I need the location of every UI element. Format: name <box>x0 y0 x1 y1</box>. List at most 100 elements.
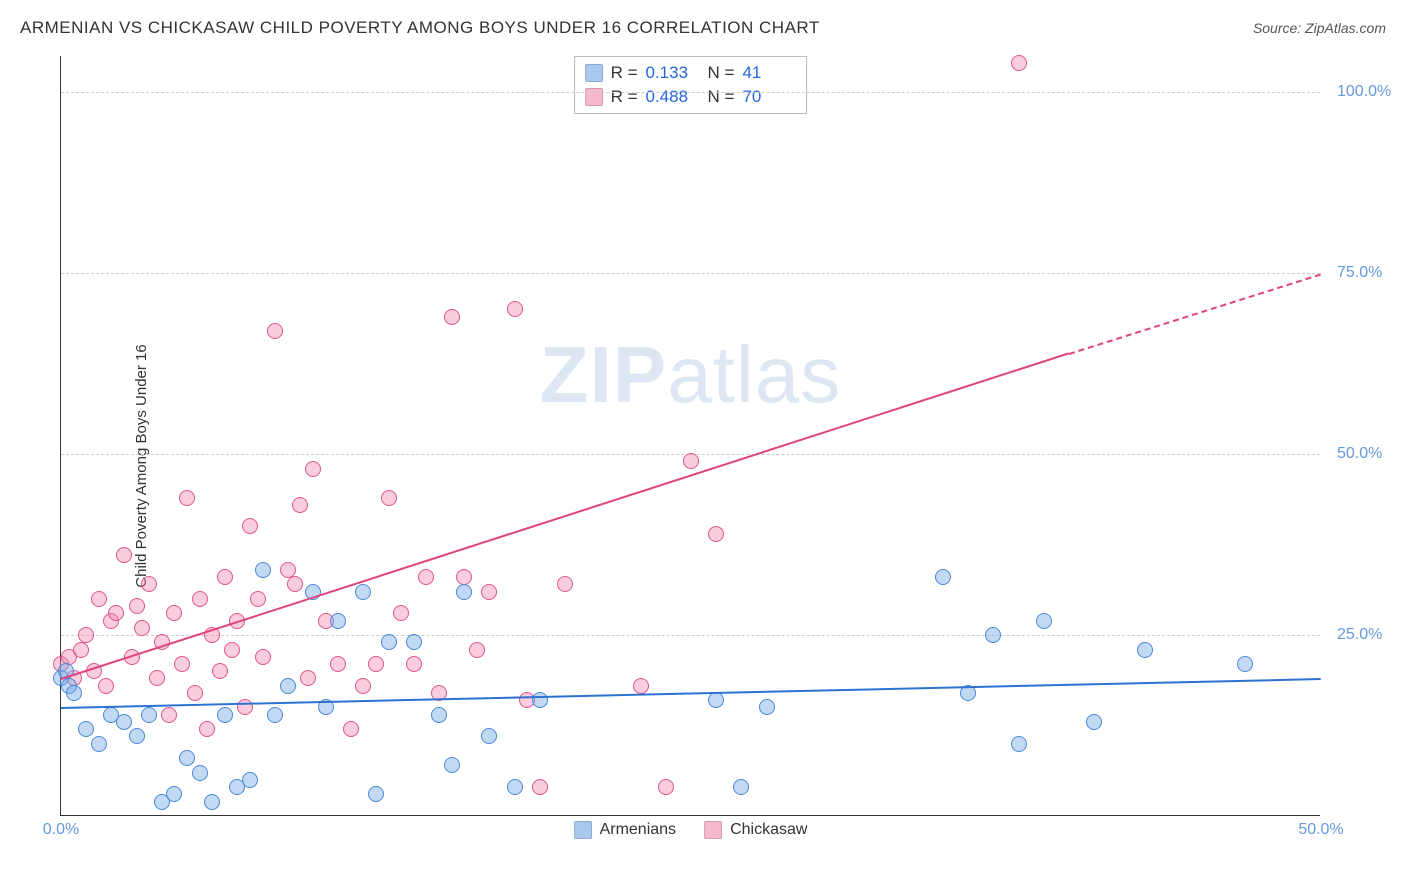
scatter-point-chickasaw <box>393 605 409 621</box>
scatter-point-armenians <box>255 562 271 578</box>
scatter-point-chickasaw <box>305 461 321 477</box>
bottom-legend: Armenians Chickasaw <box>574 821 808 839</box>
scatter-point-armenians <box>166 786 182 802</box>
watermark-rest: atlas <box>667 330 841 419</box>
chart-container: Child Poverty Among Boys Under 16 ZIPatl… <box>20 56 1390 876</box>
scatter-point-chickasaw <box>267 323 283 339</box>
scatter-point-chickasaw <box>73 642 89 658</box>
gridline <box>61 273 1320 274</box>
scatter-point-armenians <box>116 714 132 730</box>
swatch-blue <box>574 821 592 839</box>
y-tick-label: 100.0% <box>1337 83 1391 101</box>
stat-n-label: N = <box>708 85 735 109</box>
scatter-point-chickasaw <box>532 779 548 795</box>
scatter-point-chickasaw <box>368 656 384 672</box>
chart-header: ARMENIAN VS CHICKASAW CHILD POVERTY AMON… <box>0 0 1406 48</box>
scatter-point-chickasaw <box>217 569 233 585</box>
scatter-point-chickasaw <box>469 642 485 658</box>
scatter-point-chickasaw <box>78 627 94 643</box>
legend-item-chickasaw: Chickasaw <box>704 821 807 839</box>
scatter-point-armenians <box>355 584 371 600</box>
trendline-chickasaw-extrapolated <box>1069 273 1322 355</box>
scatter-point-armenians <box>330 613 346 629</box>
scatter-point-armenians <box>759 699 775 715</box>
scatter-point-chickasaw <box>129 598 145 614</box>
x-tick-label: 0.0% <box>43 821 79 839</box>
x-tick-label: 50.0% <box>1298 821 1343 839</box>
scatter-point-chickasaw <box>91 591 107 607</box>
scatter-point-armenians <box>1137 642 1153 658</box>
plot-area: ZIPatlas R = 0.133 N = 41 R = 0.488 N = … <box>60 56 1320 816</box>
scatter-point-chickasaw <box>633 678 649 694</box>
scatter-point-chickasaw <box>199 721 215 737</box>
scatter-point-armenians <box>192 765 208 781</box>
scatter-point-chickasaw <box>355 678 371 694</box>
scatter-point-armenians <box>481 728 497 744</box>
gridline <box>61 635 1320 636</box>
stat-r-pink: 0.488 <box>646 85 700 109</box>
scatter-point-chickasaw <box>174 656 190 672</box>
stat-n-pink: 70 <box>742 85 796 109</box>
scatter-point-chickasaw <box>481 584 497 600</box>
stat-r-label: R = <box>611 85 638 109</box>
scatter-point-armenians <box>1086 714 1102 730</box>
swatch-pink <box>585 88 603 106</box>
scatter-point-chickasaw <box>255 649 271 665</box>
scatter-point-armenians <box>406 634 422 650</box>
scatter-point-chickasaw <box>212 663 228 679</box>
scatter-point-chickasaw <box>187 685 203 701</box>
scatter-point-chickasaw <box>287 576 303 592</box>
scatter-point-armenians <box>368 786 384 802</box>
scatter-point-chickasaw <box>141 576 157 592</box>
watermark-bold: ZIP <box>540 330 667 419</box>
scatter-point-armenians <box>733 779 749 795</box>
scatter-point-chickasaw <box>179 490 195 506</box>
scatter-point-armenians <box>708 692 724 708</box>
scatter-point-chickasaw <box>343 721 359 737</box>
scatter-point-armenians <box>381 634 397 650</box>
scatter-point-armenians <box>507 779 523 795</box>
stat-n-label: N = <box>708 61 735 85</box>
scatter-point-armenians <box>179 750 195 766</box>
scatter-point-armenians <box>532 692 548 708</box>
scatter-point-chickasaw <box>381 490 397 506</box>
stat-r-label: R = <box>611 61 638 85</box>
scatter-point-chickasaw <box>418 569 434 585</box>
scatter-point-chickasaw <box>192 591 208 607</box>
y-tick-label: 25.0% <box>1337 626 1382 644</box>
chart-title: ARMENIAN VS CHICKASAW CHILD POVERTY AMON… <box>20 18 820 38</box>
scatter-point-chickasaw <box>108 605 124 621</box>
stat-r-blue: 0.133 <box>646 61 700 85</box>
y-tick-label: 50.0% <box>1337 445 1382 463</box>
gridline <box>61 92 1320 93</box>
scatter-point-chickasaw <box>507 301 523 317</box>
scatter-point-armenians <box>456 584 472 600</box>
trendline-chickasaw <box>61 353 1070 681</box>
scatter-point-chickasaw <box>134 620 150 636</box>
scatter-point-chickasaw <box>300 670 316 686</box>
scatter-point-chickasaw <box>292 497 308 513</box>
scatter-point-armenians <box>78 721 94 737</box>
scatter-point-chickasaw <box>1011 55 1027 71</box>
scatter-point-armenians <box>217 707 233 723</box>
stats-row-armenians: R = 0.133 N = 41 <box>585 61 797 85</box>
scatter-point-chickasaw <box>444 309 460 325</box>
scatter-point-chickasaw <box>557 576 573 592</box>
stat-n-blue: 41 <box>742 61 796 85</box>
scatter-point-chickasaw <box>250 591 266 607</box>
scatter-point-armenians <box>242 772 258 788</box>
stats-row-chickasaw: R = 0.488 N = 70 <box>585 85 797 109</box>
scatter-point-chickasaw <box>224 642 240 658</box>
y-tick-label: 75.0% <box>1337 264 1382 282</box>
scatter-point-armenians <box>267 707 283 723</box>
stats-legend-box: R = 0.133 N = 41 R = 0.488 N = 70 <box>574 56 808 114</box>
scatter-point-chickasaw <box>330 656 346 672</box>
legend-item-armenians: Armenians <box>574 821 676 839</box>
scatter-point-chickasaw <box>658 779 674 795</box>
scatter-point-chickasaw <box>98 678 114 694</box>
scatter-point-armenians <box>141 707 157 723</box>
source-label: Source: ZipAtlas.com <box>1253 20 1386 36</box>
scatter-point-chickasaw <box>161 707 177 723</box>
scatter-point-chickasaw <box>708 526 724 542</box>
scatter-point-chickasaw <box>683 453 699 469</box>
